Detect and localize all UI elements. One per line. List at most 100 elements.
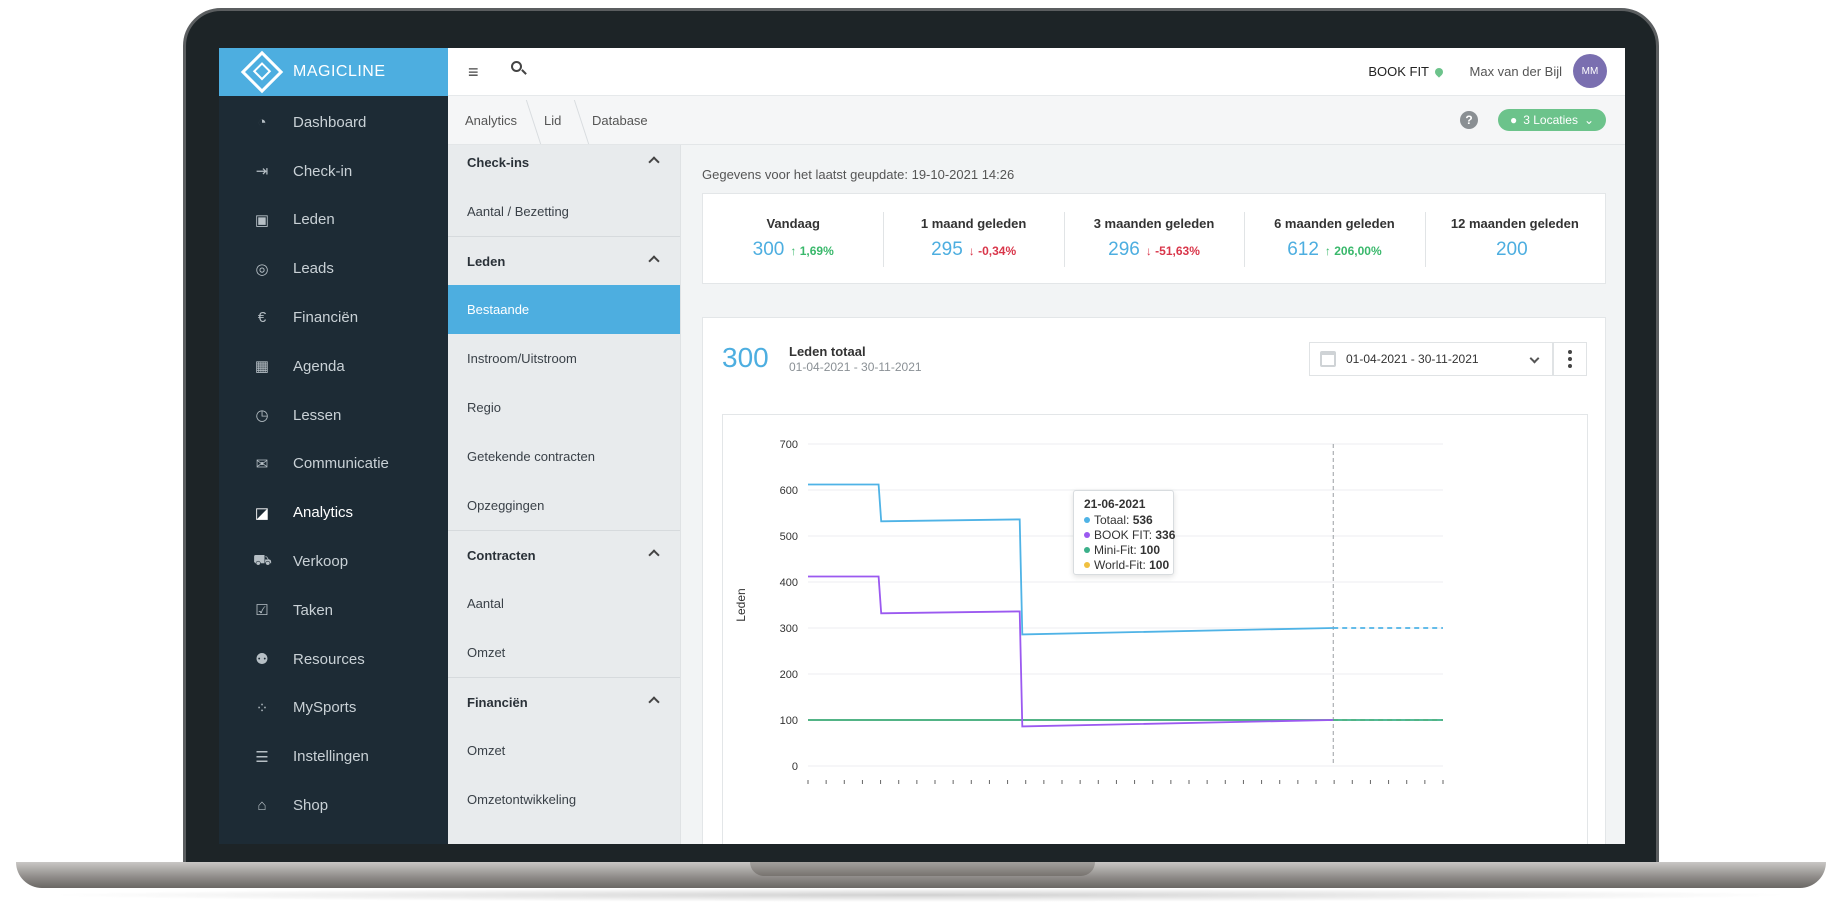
submenu-section-leden[interactable]: Leden [448,236,680,285]
avatar[interactable]: MM [1573,54,1607,88]
tooltip-row: World-Fit: 100 [1084,558,1169,573]
submenu-section-check-ins[interactable]: Check-ins [448,145,680,187]
chart-tooltip: 21-06-2021 Totaal: 536 BOOK FIT: 336 Mini-… [1073,490,1175,575]
sidebar-item-leden[interactable]: ▣ Leden [219,196,448,245]
breadcrumb-lid[interactable]: Lid [544,113,562,128]
submenu-label: Contracten [467,547,536,563]
series-dot [1084,562,1090,568]
sidebar-item-verkoop[interactable]: ⛟ Verkoop [219,537,448,586]
y-tick-label: 100 [780,715,798,727]
submenu-item-omzet[interactable]: Omzet [448,726,680,775]
stat-change: ↓ -0,34% [968,244,1017,258]
sidebar-item-leads[interactable]: ◎ Leads [219,244,448,293]
sidebar-item-instellingen[interactable]: ☰ Instellingen [219,732,448,781]
sidebar-item-agenda[interactable]: ▦ Agenda [219,342,448,391]
y-axis-label: Leden [734,588,748,621]
submenu-label: Leden [467,253,506,269]
sidebar-item-label: Communicatie [293,455,389,473]
submenu-item-omzet[interactable]: Omzet [448,628,680,677]
hamburger-menu-icon[interactable]: ≡ [468,62,479,82]
chart-svg: 0 100 200 300 400 500 600 700 Leden [734,439,1444,784]
sidebar-item-label: Check-in [293,162,353,180]
series-line-totaal [808,483,1334,636]
sidebar-item-label: MySports [293,699,357,717]
submenu-label: Regio [467,400,501,415]
stat-change: ↑ 206,00% [1324,244,1382,258]
sidebar-item-shop[interactable]: ⌂ Shop [219,781,448,830]
sidebar-item-mysports[interactable]: ⁘ MySports [219,684,448,733]
submenu-section-financi-n[interactable]: Financiën [448,677,680,726]
sidebar-item-label: Leads [293,260,334,278]
logo[interactable]: MAGICLINE [219,48,448,96]
topbar: ≡ BOOK FIT Max van der Bijl MM [448,48,1625,96]
sidebar-item-label: Lessen [293,406,342,424]
location-pin-icon: ● [1509,113,1518,127]
sidebar-item-check-in[interactable]: ⇥ Check-in [219,147,448,196]
more-options-icon[interactable] [1553,342,1587,376]
chevron-down-icon: ⌄ [1583,113,1594,127]
breadcrumb: Analytics Lid Database ? ● 3 Locaties ⌄ [448,96,1625,145]
stat-card: 3 maanden geleden 296 ↓ -51,63% [1063,194,1244,283]
people-icon: ⚉ [255,651,269,669]
sidebar-item-resources[interactable]: ⚉ Resources [219,635,448,684]
submenu-label: Getekende contracten [467,449,595,464]
submenu-label: Bestaande [467,302,530,317]
submenu-item-instroom-uitstroom[interactable]: Instroom/Uitstroom [448,334,680,383]
magicline-logo-icon [240,50,284,94]
date-range-picker[interactable]: 01-04-2021 - 30-11-2021 [1309,342,1553,376]
submenu-label: Aantal / Bezetting [467,204,569,219]
y-tick-label: 700 [780,439,798,451]
studio-selector[interactable]: BOOK FIT [1368,64,1445,79]
tooltip-series-name: Totaal [1094,513,1127,527]
submenu-label: Omzetontwikkeling [467,792,577,807]
sidebar-item-financi-n[interactable]: € Financiën [219,293,448,342]
submenu-label: Omzet [467,645,506,660]
submenu-section-contracten[interactable]: Contracten [448,530,680,579]
tooltip-series-value: 100 [1149,558,1170,572]
breadcrumb-database[interactable]: Database [592,113,648,128]
sidebar-item-label: Financiën [293,309,359,327]
submenu-label: Financiën [467,694,528,710]
submenu-item-opzeggingen[interactable]: Opzeggingen [448,481,680,530]
sidebar-item-analytics[interactable]: ◪ Analytics [219,488,448,537]
members-icon: ▣ [254,211,270,229]
submenu-item-omzetontwikkeling[interactable]: Omzetontwikkeling [448,775,680,824]
tooltip-series-name: BOOK FIT [1094,528,1149,542]
sidebar-item-communicatie[interactable]: ✉ Communicatie [219,440,448,489]
analytics-submenu: Check-ins Aantal / Bezetting Leden Bestaand… [448,145,681,844]
y-tick-label: 500 [780,531,798,543]
help-icon[interactable]: ? [1460,111,1478,129]
breadcrumb-analytics[interactable]: Analytics [465,113,518,128]
tooltip-series-name: World-Fit [1094,558,1143,572]
stat-label: Vandaag [766,216,820,231]
stat-label: 3 maanden geleden [1093,216,1215,231]
last-updated-text: Gegevens voor het laatst geupdate: 19-10… [702,167,1015,182]
y-tick-label: 200 [780,669,798,681]
user-name[interactable]: Max van der Bijl [1469,64,1562,79]
sidebar-item-dashboard[interactable]: ◔ Dashboard [219,98,448,147]
laptop-shadow [40,888,1800,902]
submenu-item-regio[interactable]: Regio [448,383,680,432]
sidebar-item-taken[interactable]: ☑ Taken [219,586,448,635]
locations-dropdown[interactable]: ● 3 Locaties ⌄ [1497,109,1606,131]
submenu-item-getekende-contracten[interactable]: Getekende contracten [448,432,680,481]
check-in-icon: ⇥ [255,163,269,181]
stat-card: 6 maanden geleden 612 ↑ 206,00% [1244,194,1424,283]
tooltip-series-value: 100 [1140,543,1161,557]
stat-card: 1 maand geleden 295 ↓ -0,34% [883,194,1063,283]
studio-name: BOOK FIT [1368,64,1429,79]
search-icon[interactable] [511,61,527,77]
tooltip-row: Totaal: 536 [1084,513,1165,528]
submenu-item-bestaande[interactable]: Bestaande [448,285,680,334]
sidebar-item-label: Verkoop [293,553,349,571]
submenu-item-aantal-bezetting[interactable]: Aantal / Bezetting [448,187,680,236]
stat-change: ↓ -51,63% [1145,244,1200,258]
chevron-down-icon [1529,353,1540,364]
breadcrumb-separator [525,100,542,144]
dashboard-icon: ◔ [257,113,267,131]
series-dot [1084,517,1090,523]
sidebar-item-lessen[interactable]: ◷ Lessen [219,391,448,440]
submenu-item-aantal[interactable]: Aantal [448,579,680,628]
mysports-icon: ⁘ [255,699,269,717]
stat-value: 200 [1495,239,1528,260]
